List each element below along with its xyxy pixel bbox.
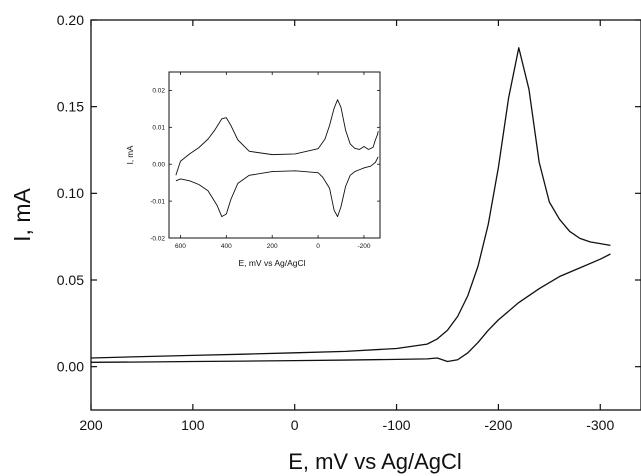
main-y-tick-label: 0.20 — [57, 12, 84, 28]
inset-x-tick-label: -200 — [357, 243, 370, 250]
main-y-tick-label: 0.00 — [57, 359, 84, 375]
main-series-1-line — [90, 47, 611, 359]
main-x-tick-label: 100 — [181, 417, 205, 433]
inset-x-tick-label: 200 — [267, 243, 278, 250]
main-x-tick-label: 0 — [291, 417, 299, 433]
main-series-2-line — [90, 253, 611, 363]
inset-y-tick-label: 0.02 — [152, 88, 165, 95]
main-y-axis-title: I, mA — [9, 188, 35, 242]
main-x-tick-label: -300 — [586, 417, 614, 433]
main-x-tick-label: 200 — [79, 417, 103, 433]
inset-y-tick-label: 0.00 — [152, 161, 165, 168]
inset-plot-frame — [168, 71, 381, 239]
main-series-group — [90, 47, 611, 363]
inset-y-tick-label: -0.02 — [150, 235, 165, 242]
inset-x-tick-label: 400 — [221, 243, 232, 250]
inset-series-group — [175, 99, 379, 218]
inset-x-tick-label: 600 — [175, 243, 186, 250]
main-y-tick-label: 0.15 — [57, 99, 84, 115]
main-plot-frame — [90, 19, 641, 411]
inset-x-axis-title: E, mV vs Ag/AgCl — [238, 258, 305, 268]
inset-axis-ticks: 600 400 200 0 -200 -0.02 -0.01 0.00 0.01 0.02 — [150, 72, 380, 250]
main-x-tick-label: -200 — [484, 417, 512, 433]
inset-series-2-line — [175, 156, 379, 218]
inset-x-tick-label: 0 — [316, 243, 320, 250]
inset-y-axis-title: I, mA — [126, 145, 135, 164]
inset-y-tick-label: -0.01 — [150, 198, 165, 205]
main-x-tick-label: -100 — [383, 417, 411, 433]
main-x-axis-title: E, mV vs Ag/AgCl — [288, 449, 462, 474]
main-y-tick-label: 0.10 — [57, 185, 84, 201]
main-y-tick-label: 0.05 — [57, 272, 84, 288]
inset-series-1-line — [175, 99, 379, 176]
main-axis-ticks: 200 100 0 -100 -200 -300 0.00 0.05 0.10 0.15 0.20 — [57, 12, 641, 433]
inset-y-tick-label: 0.01 — [152, 125, 165, 132]
